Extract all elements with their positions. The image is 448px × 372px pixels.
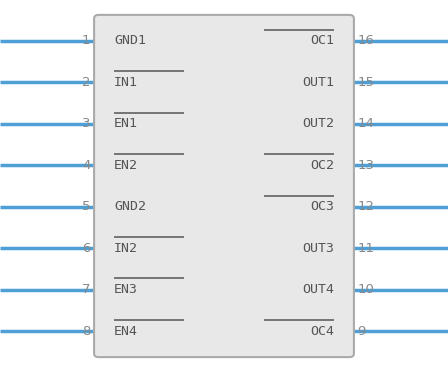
Text: 1: 1 <box>82 35 90 47</box>
Text: OC1: OC1 <box>310 35 334 47</box>
Text: 15: 15 <box>358 76 375 89</box>
Text: OC2: OC2 <box>310 159 334 172</box>
Text: 6: 6 <box>82 242 90 255</box>
Text: OUT4: OUT4 <box>302 283 334 296</box>
Text: OC3: OC3 <box>310 200 334 213</box>
Text: 2: 2 <box>82 76 90 89</box>
Text: 7: 7 <box>82 283 90 296</box>
Text: GND1: GND1 <box>114 35 146 47</box>
FancyBboxPatch shape <box>94 15 354 357</box>
Text: IN1: IN1 <box>114 76 138 89</box>
Text: EN2: EN2 <box>114 159 138 172</box>
Text: GND2: GND2 <box>114 200 146 213</box>
Text: 13: 13 <box>358 159 375 172</box>
Text: OUT3: OUT3 <box>302 242 334 255</box>
Text: 4: 4 <box>82 159 90 172</box>
Text: OUT1: OUT1 <box>302 76 334 89</box>
Text: EN1: EN1 <box>114 117 138 130</box>
Text: 3: 3 <box>82 117 90 130</box>
Text: 11: 11 <box>358 242 375 255</box>
Text: EN4: EN4 <box>114 325 138 337</box>
Text: OUT2: OUT2 <box>302 117 334 130</box>
Text: 9: 9 <box>358 325 366 337</box>
Text: EN3: EN3 <box>114 283 138 296</box>
Text: 12: 12 <box>358 200 375 213</box>
Text: 14: 14 <box>358 117 375 130</box>
Text: OC4: OC4 <box>310 325 334 337</box>
Text: 5: 5 <box>82 200 90 213</box>
Text: 16: 16 <box>358 35 375 47</box>
Text: 8: 8 <box>82 325 90 337</box>
Text: 10: 10 <box>358 283 375 296</box>
Text: IN2: IN2 <box>114 242 138 255</box>
